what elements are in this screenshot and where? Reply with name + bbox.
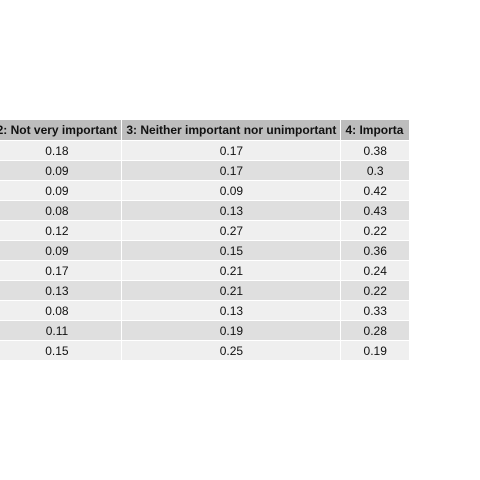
table-row: 0.08 0.13 0.43 <box>0 200 410 221</box>
table-cell: 0.22 <box>340 220 410 241</box>
column-header-4: 4: Importa <box>340 120 410 141</box>
table-cell: 0.12 <box>0 220 123 241</box>
table-cell: 0.28 <box>340 320 410 341</box>
table-cell: 0.18 <box>0 140 123 161</box>
table-cell: 0.19 <box>121 320 342 341</box>
table-cell: 0.17 <box>121 160 342 181</box>
table-cell: 0.17 <box>121 140 342 161</box>
table-cell: 0.15 <box>121 240 342 261</box>
table-row: 0.11 0.19 0.28 <box>0 320 410 341</box>
table-cell: 0.3 <box>340 160 410 181</box>
table-row: 0.18 0.17 0.38 <box>0 140 410 161</box>
data-table: mportant 2: Not very important 3: Neithe… <box>0 120 410 361</box>
table-row: 0.17 0.21 0.24 <box>0 260 410 281</box>
table-row: 0.15 0.25 0.19 <box>0 340 410 361</box>
header-row: mportant 2: Not very important 3: Neithe… <box>0 120 410 141</box>
table-cell: 0.09 <box>0 180 123 201</box>
table-cell: 0.33 <box>340 300 410 321</box>
table-cell: 0.21 <box>121 260 342 281</box>
table-cell: 0.08 <box>0 200 123 221</box>
table-cell: 0.24 <box>340 260 410 281</box>
table-row: 0.08 0.13 0.33 <box>0 300 410 321</box>
table-cell: 0.11 <box>0 320 123 341</box>
table-cell: 0.22 <box>340 280 410 301</box>
table-cell: 0.19 <box>340 340 410 361</box>
table-cell: 0.25 <box>121 340 342 361</box>
table-cell: 0.09 <box>0 240 123 261</box>
table-cell: 0.17 <box>0 260 123 281</box>
table-row: 0.13 0.21 0.22 <box>0 280 410 301</box>
table-cell: 0.43 <box>340 200 410 221</box>
table-cell: 0.38 <box>340 140 410 161</box>
table-cell: 0.09 <box>121 180 342 201</box>
table-cell: 0.08 <box>0 300 123 321</box>
table-row: 0.09 0.15 0.36 <box>0 240 410 261</box>
table-row: 0.12 0.27 0.22 <box>0 220 410 241</box>
table-row: 0.09 0.17 0.3 <box>0 160 410 181</box>
column-header-3: 3: Neither important nor unimportant <box>121 120 342 141</box>
table-cell: 0.09 <box>0 160 123 181</box>
table-row: 0.09 0.09 0.42 <box>0 180 410 201</box>
table-cell: 0.13 <box>0 280 123 301</box>
table-cell: 0.42 <box>340 180 410 201</box>
table-cell: 0.21 <box>121 280 342 301</box>
table-body: 0.18 0.17 0.38 0.09 0.17 0.3 0.09 0.09 0.42 0.08 0… <box>0 140 410 361</box>
table-cell: 0.13 <box>121 200 342 221</box>
column-header-2: 2: Not very important <box>0 120 123 141</box>
table-cell: 0.36 <box>340 240 410 261</box>
table-cell: 0.13 <box>121 300 342 321</box>
table-cell: 0.15 <box>0 340 123 361</box>
table-cell: 0.27 <box>121 220 342 241</box>
